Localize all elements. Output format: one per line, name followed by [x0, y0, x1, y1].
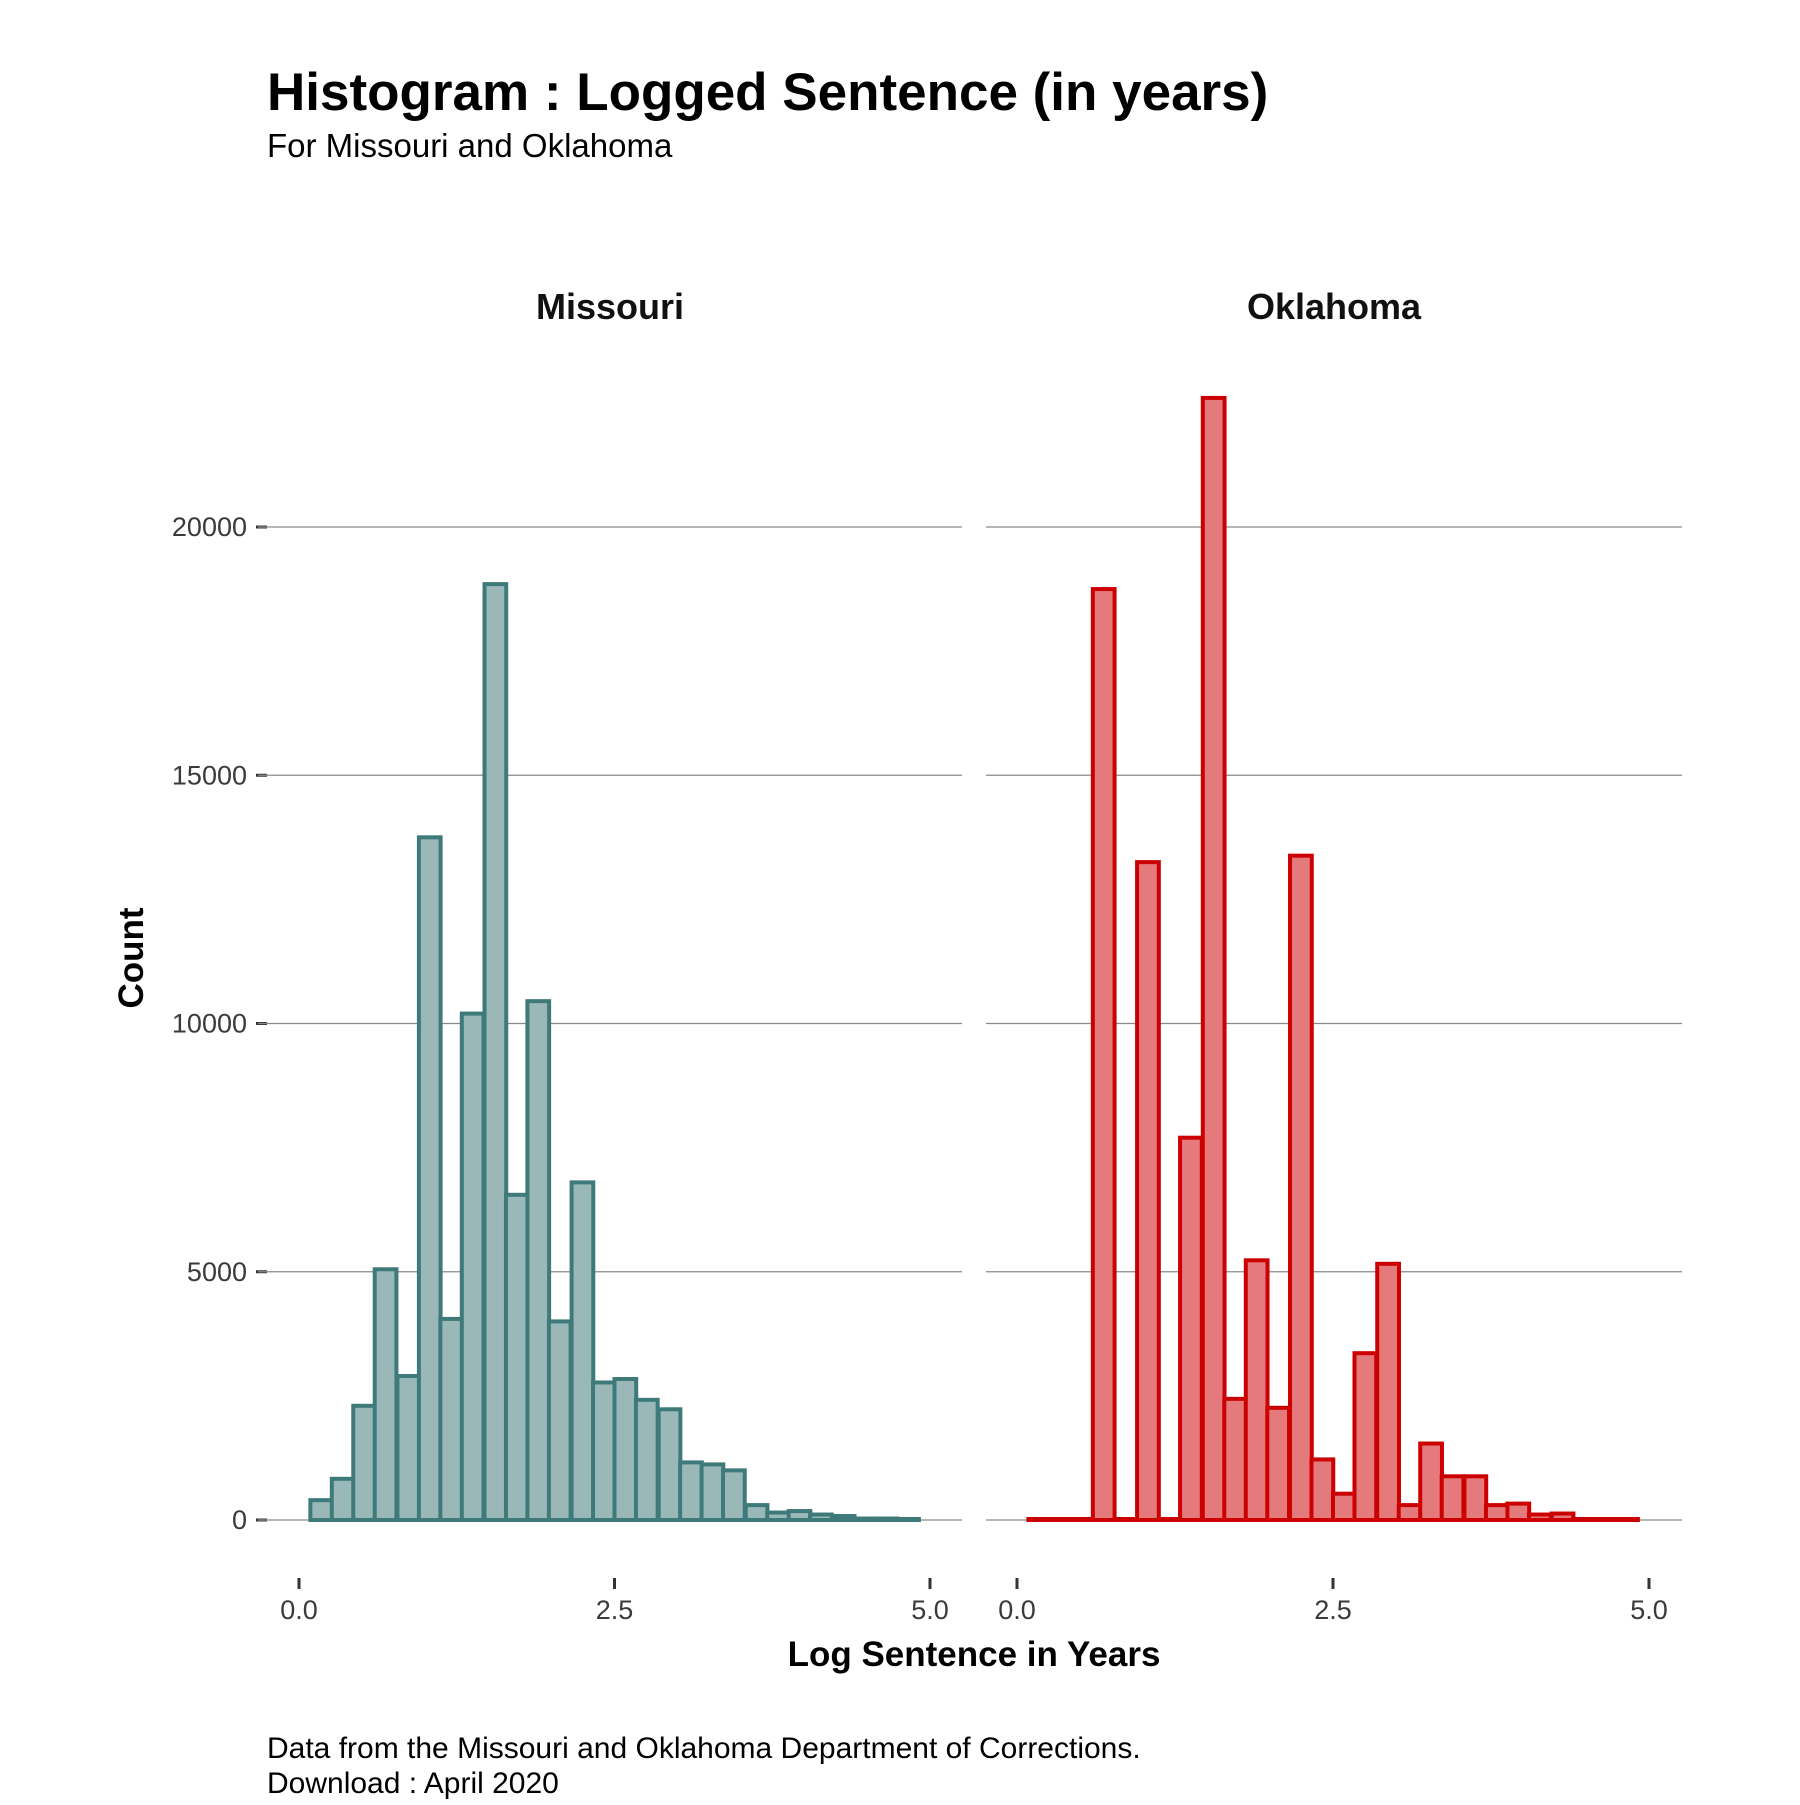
chart-title: Histogram : Logged Sentence (in years) — [267, 63, 1268, 122]
histogram-bar — [308, 1498, 335, 1523]
x-tick-label: 2.5 — [596, 1595, 634, 1625]
histogram-bar — [1462, 1474, 1489, 1522]
histogram-bar — [1156, 1517, 1183, 1522]
histogram-bar — [438, 1316, 465, 1522]
histogram-bar — [1483, 1503, 1510, 1522]
histogram-bar — [1047, 1517, 1074, 1522]
y-axis-title: Count — [112, 907, 151, 1008]
histogram-bar — [1309, 1457, 1336, 1523]
histogram-bar — [1614, 1517, 1640, 1522]
histogram-bar — [1418, 1441, 1444, 1522]
histogram-bar — [1090, 587, 1117, 1522]
histogram-bar — [1352, 1351, 1379, 1523]
x-tick-label: 2.5 — [1314, 1595, 1352, 1625]
histogram-bar — [1571, 1517, 1597, 1522]
histogram-bar — [699, 1462, 726, 1522]
x-tick-label: 0.0 — [280, 1595, 318, 1625]
histogram-bar — [808, 1512, 834, 1522]
panel-oklahoma: Oklahoma 0.0 2.5 5.0 — [986, 286, 1682, 1625]
y-tick-label: 10000 — [172, 1009, 247, 1039]
histogram-bar — [765, 1510, 791, 1522]
histogram-bar — [852, 1516, 878, 1522]
histogram-bar — [656, 1407, 683, 1523]
histogram-bar — [416, 835, 443, 1522]
histogram-bar — [503, 1192, 530, 1522]
histogram-bar — [873, 1516, 900, 1522]
histogram-bar — [1439, 1474, 1466, 1522]
chart-subtitle: For Missouri and Oklahoma — [267, 127, 673, 164]
histogram-bar — [482, 582, 509, 1522]
histogram-bar — [395, 1374, 422, 1523]
histogram-bar — [1375, 1261, 1401, 1523]
histogram-bar — [1526, 1512, 1553, 1522]
panel-title: Oklahoma — [1247, 286, 1422, 327]
histogram-bar — [1069, 1517, 1096, 1522]
histogram-bar — [1505, 1501, 1532, 1522]
histogram-bar — [591, 1380, 617, 1522]
x-tick-label: 5.0 — [911, 1595, 949, 1625]
caption-line-1: Data from the Missouri and Oklahoma Depa… — [267, 1732, 1141, 1765]
histogram-bar — [459, 1011, 486, 1522]
histogram-bar — [678, 1460, 704, 1523]
histogram-bar — [351, 1403, 377, 1523]
caption-line-2: Download : April 2020 — [267, 1767, 559, 1800]
histogram-bar — [1222, 1396, 1249, 1522]
histogram-bar — [830, 1514, 857, 1522]
histogram-bar — [372, 1267, 399, 1522]
histogram-bar — [721, 1468, 747, 1522]
x-tick-label: 0.0 — [998, 1595, 1036, 1625]
histogram-bar — [1592, 1517, 1619, 1522]
histogram-bar — [569, 1180, 596, 1522]
histogram-bar — [895, 1517, 921, 1522]
histogram-bar — [786, 1509, 813, 1522]
histogram-bar — [1288, 853, 1314, 1522]
histogram-bar — [1396, 1503, 1423, 1522]
histogram-bar — [612, 1376, 639, 1523]
histogram-bar — [1549, 1511, 1576, 1523]
histogram-bar — [743, 1503, 770, 1522]
y-tick-label: 5000 — [187, 1257, 247, 1287]
histogram-bar — [1026, 1517, 1053, 1522]
histogram-bar — [633, 1397, 660, 1523]
histogram-bar — [1113, 1517, 1140, 1522]
histogram-bar — [1331, 1491, 1357, 1523]
y-tick-label: 20000 — [172, 512, 247, 542]
histogram-bar — [329, 1476, 356, 1523]
histogram-bar — [525, 999, 552, 1522]
histogram-bar — [1178, 1135, 1204, 1522]
histogram-bar — [1135, 860, 1161, 1522]
panel-title: Missouri — [536, 286, 684, 327]
histogram-bar — [1243, 1258, 1270, 1522]
panel-missouri: Missouri 0.0 2.5 5.0 — [258, 286, 962, 1625]
histogram-bar — [1200, 395, 1227, 1522]
x-tick-label: 5.0 — [1630, 1595, 1668, 1625]
y-tick-label: 15000 — [172, 760, 247, 790]
histogram-bar — [1265, 1405, 1292, 1523]
x-axis-title: Log Sentence in Years — [788, 1635, 1161, 1674]
histogram-bar — [546, 1319, 573, 1523]
y-tick-label: 0 — [232, 1505, 247, 1535]
